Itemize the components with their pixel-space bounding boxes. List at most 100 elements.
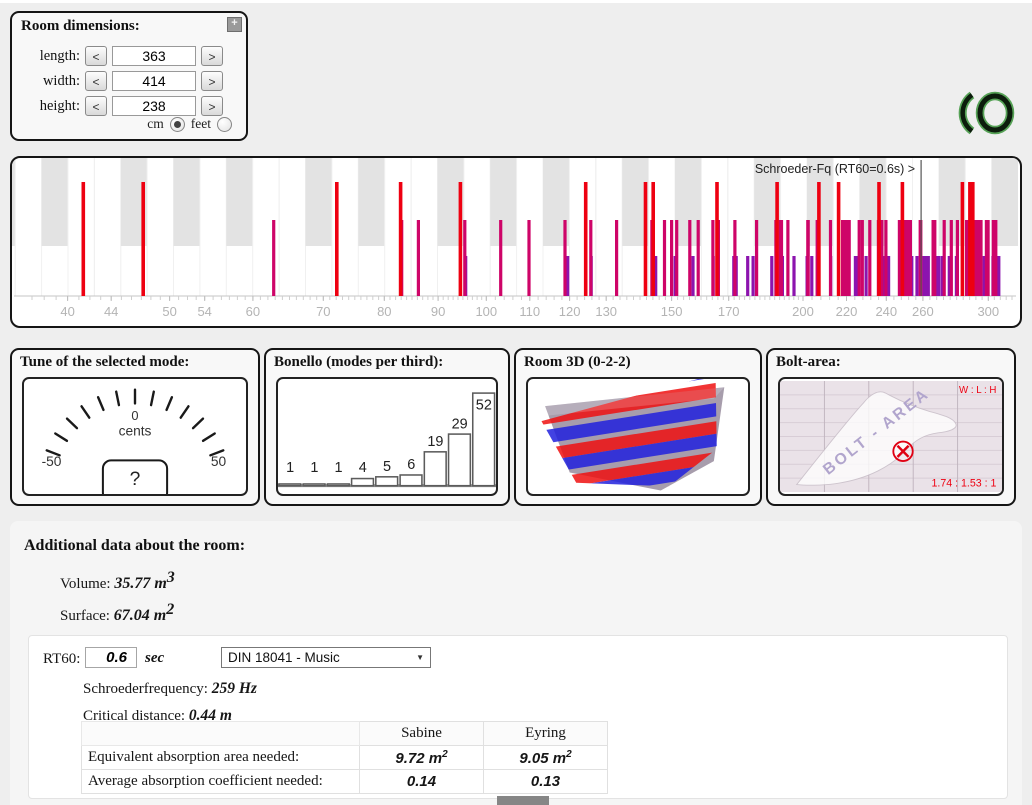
dimension-rows: length: < > width: < > height: < >	[18, 41, 223, 121]
room3d-title: Room 3D (0-2-2)	[524, 354, 631, 370]
bolt-ratio-label: 1.74 : 1.53 : 1	[931, 477, 996, 489]
expand-drawer-tab[interactable]	[497, 796, 549, 805]
bonello-chart-box: 1 1 1 4 5 6 19 29 52	[276, 377, 498, 496]
schroeder-frequency-label: Schroeder-Fq (RT60=0.6s) >	[755, 162, 915, 176]
rt60-input[interactable]	[85, 647, 137, 668]
collapse-widget-icon[interactable]: +	[227, 17, 242, 32]
gauge-min-label: -50	[42, 454, 62, 469]
length-decrement-button[interactable]: <	[85, 46, 107, 66]
additional-data-panel: Additional data about the room: Volume: …	[10, 521, 1022, 805]
volume-unit-exponent: 3	[166, 569, 175, 586]
volume-value: 35.77 m	[114, 575, 167, 592]
axis-tick-label: 40	[60, 304, 74, 319]
unit-feet-radio[interactable]	[217, 116, 232, 132]
units-selector: cm feet	[147, 116, 232, 132]
height-row: height: < >	[18, 96, 223, 116]
room-dimensions-title: Room dimensions:	[21, 18, 140, 34]
table-header-row: Sabine Eyring	[81, 721, 608, 746]
surface-value: 67.04 m	[113, 607, 167, 624]
width-input[interactable]	[112, 71, 196, 91]
select-dropdown-arrow-icon: ▼	[416, 653, 424, 662]
surface-label: Surface:	[60, 608, 110, 624]
absorption-coeff-eyring: 0.13	[483, 769, 608, 794]
table-row: Equivalent absorption area needed: 9.72 …	[81, 745, 608, 770]
bonello-bar	[350, 477, 375, 487]
axis-tick-label: 170	[718, 304, 740, 319]
axial-mode-bars[interactable]	[81, 182, 975, 296]
frequency-axis: 40 44 50 54 60 70 80 90 100 110 120 130 150 170 200 220…	[14, 295, 1016, 319]
rt60-section: RT60: sec DIN 18041 - Music ▼ Schroederf…	[28, 635, 1008, 799]
tune-title: Tune of the selected mode:	[20, 354, 190, 370]
height-decrement-button[interactable]: <	[85, 96, 107, 116]
axis-tick-label: 100	[475, 304, 497, 319]
length-label: length:	[39, 47, 80, 64]
room3d-visualization	[538, 379, 732, 494]
schroederfrequency-line: Schroederfrequency: 259 Hz	[83, 680, 257, 698]
length-row: length: < >	[18, 46, 223, 66]
bonello-bar	[471, 392, 496, 487]
bolt-area-box: BOLT - AREA W : L : H 1.74 : 1.53 : 1	[778, 377, 1004, 496]
axis-tick-label: 150	[661, 304, 683, 319]
rt60-label: RT60:	[43, 651, 81, 667]
additional-data-title: Additional data about the room:	[24, 537, 246, 554]
tangential-mode-bars[interactable]	[272, 220, 998, 296]
surface-unit-exponent: 2	[166, 601, 175, 618]
width-increment-button[interactable]: >	[201, 71, 223, 91]
axis-tick-label: 130	[595, 304, 617, 319]
axis-tick-label: 240	[875, 304, 897, 319]
bolt-area-blob	[795, 391, 957, 486]
length-increment-button[interactable]: >	[201, 46, 223, 66]
gauge-zero-label: 0	[131, 408, 138, 423]
axis-tick-label: 300	[977, 304, 999, 319]
length-input[interactable]	[112, 46, 196, 66]
volume-line: Volume: 35.77 m3	[60, 569, 175, 593]
unit-feet-label: feet	[190, 116, 211, 131]
schroederfrequency-label: Schroederfrequency:	[83, 681, 208, 697]
bonello-bar-label: 29	[452, 416, 468, 432]
din-standard-select[interactable]: DIN 18041 - Music ▼	[221, 647, 431, 668]
bonello-bar-label: 1	[286, 460, 294, 476]
width-row: width: < >	[18, 71, 223, 91]
axis-tick-label: 54	[197, 304, 211, 319]
bonello-bar	[302, 483, 326, 487]
axis-tick-label: 260	[912, 304, 934, 319]
bonello-bar	[399, 474, 423, 487]
unit-cm-radio[interactable]	[169, 116, 185, 132]
tune-panel: Tune of the selected mode: 0 cents -50 5…	[10, 348, 260, 506]
absorption-table: Sabine Eyring Equivalent absorption area…	[81, 721, 608, 794]
table-blank-header	[81, 721, 360, 746]
axis-tick-label: 50	[162, 304, 176, 319]
absorption-area-eyring: 9.05 m2	[483, 745, 608, 770]
room-box-sheen	[545, 387, 725, 416]
axis-tick-label: 70	[316, 304, 330, 319]
amroc-logo-icon	[958, 91, 1015, 135]
gauge-max-label: 50	[211, 454, 227, 469]
mode-spectrum-panel: 40 44 50 54 60 70 80 90 100 110 120 130 150 170 200 220…	[10, 156, 1022, 328]
axis-tick-label: 120	[559, 304, 581, 319]
schroederfrequency-value: 259 Hz	[211, 680, 257, 697]
critical-distance-line: Critical distance: 0.44 m	[83, 707, 232, 725]
room-dimensions-panel: + Room dimensions: length: < > width: < …	[10, 11, 248, 141]
height-increment-button[interactable]: >	[201, 96, 223, 116]
table-header-eyring: Eyring	[483, 721, 608, 746]
height-label: height:	[39, 97, 80, 114]
bolt-area-chart: BOLT - AREA W : L : H 1.74 : 1.53 : 1	[780, 381, 1002, 492]
height-input[interactable]	[112, 96, 196, 116]
bonello-bar-label: 5	[383, 459, 391, 475]
bonello-bar-label: 52	[476, 397, 492, 413]
absorption-coeff-sabine: 0.14	[359, 769, 484, 794]
din-selected-option: DIN 18041 - Music	[228, 650, 340, 665]
unit-cm-label: cm	[147, 116, 164, 131]
axis-tick-label: 220	[836, 304, 858, 319]
table-row: Average absorption coefficient needed: 0…	[81, 769, 608, 794]
width-decrement-button[interactable]: <	[85, 71, 107, 91]
bonello-bar-label: 1	[310, 460, 318, 476]
axis-tick-label: 110	[519, 304, 540, 319]
width-label: width:	[42, 72, 80, 89]
bonello-bar-label: 4	[359, 460, 367, 476]
bonello-bar	[375, 476, 399, 487]
axis-tick-label: 60	[246, 304, 260, 319]
table-header-sabine: Sabine	[359, 721, 484, 746]
mode-spectrum-chart[interactable]: 40 44 50 54 60 70 80 90 100 110 120 130 150 170 200 220…	[12, 158, 1019, 324]
